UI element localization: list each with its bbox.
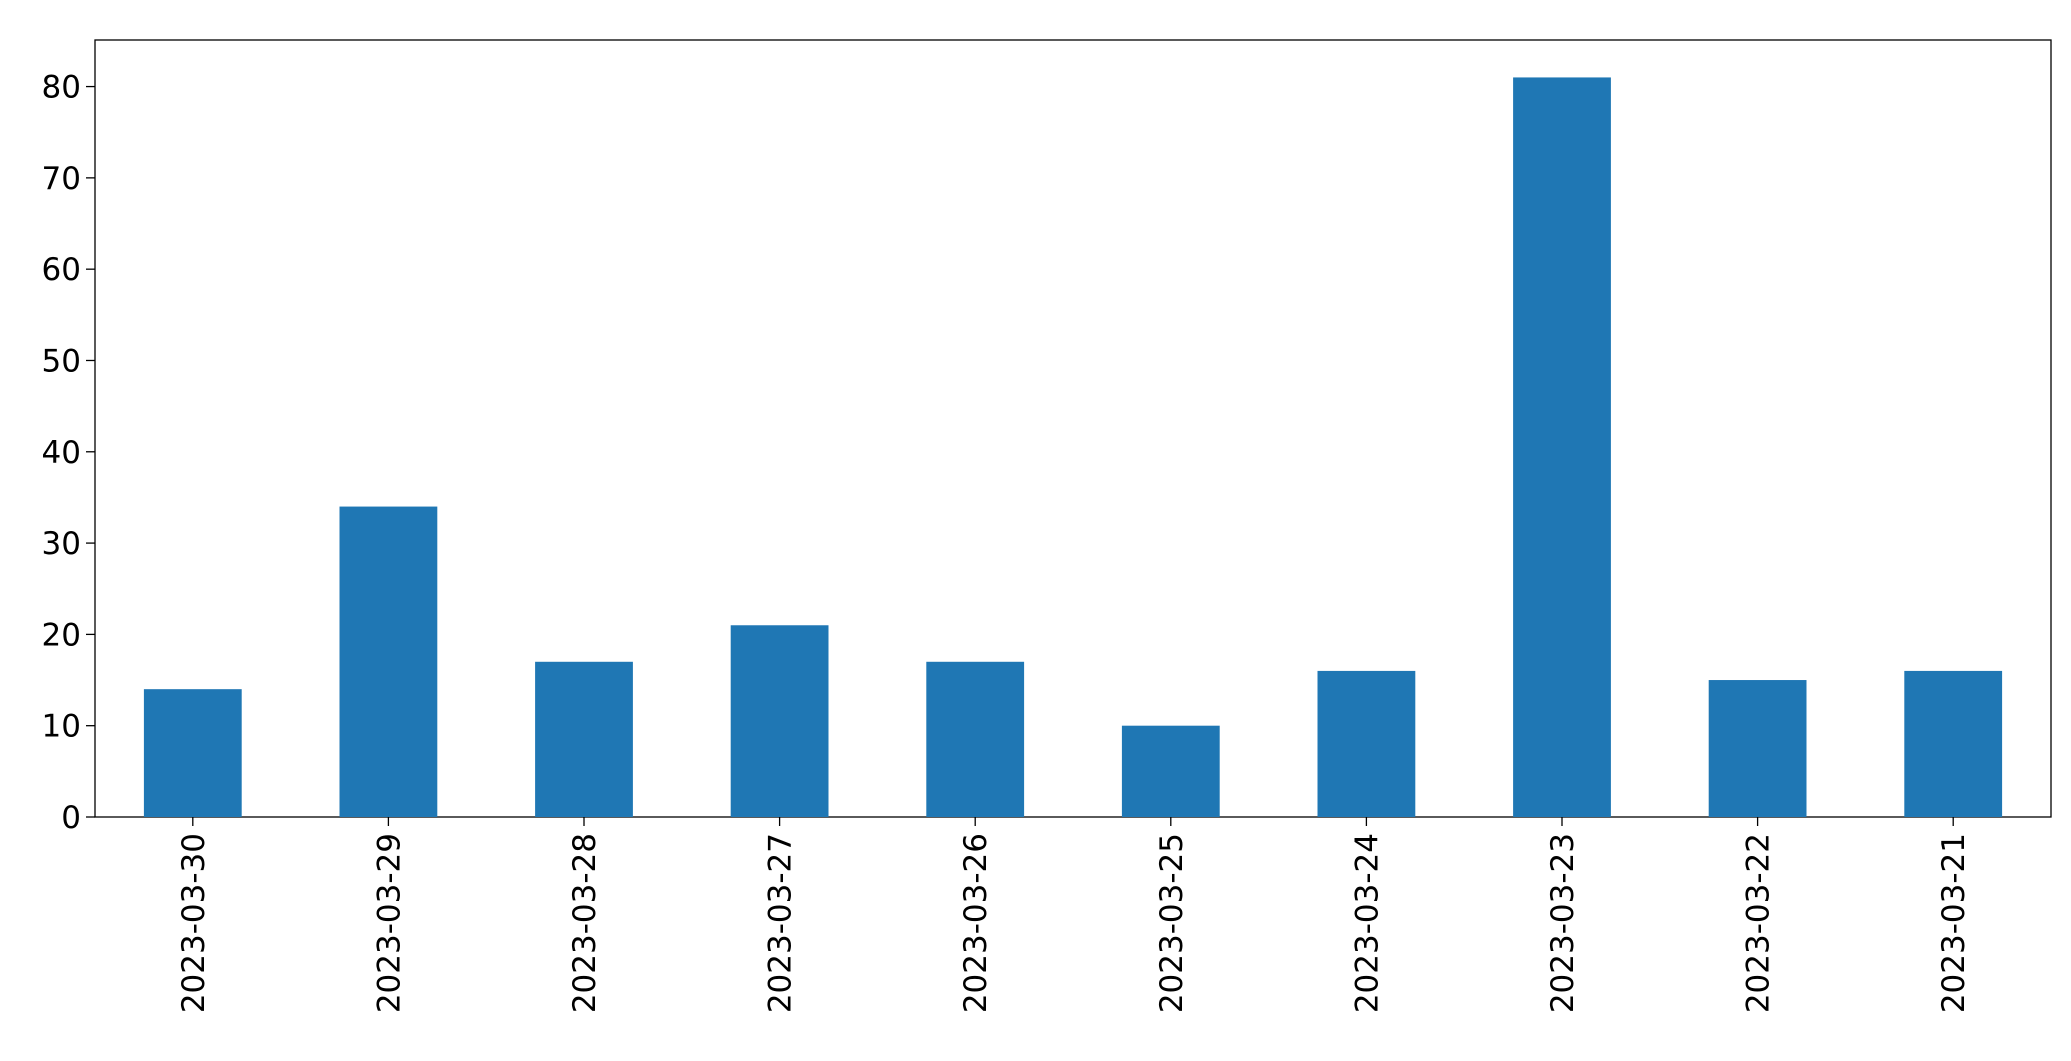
x-tick-label: 2023-03-23 [1545,833,1581,1013]
y-tick-label: 0 [61,800,81,836]
y-tick-label: 40 [42,435,81,471]
bar [1121,725,1220,817]
x-tick-label: 2023-03-28 [567,833,603,1013]
bar [143,689,242,817]
bar [339,506,438,817]
x-tick-label: 2023-03-30 [176,833,212,1013]
x-tick-label: 2023-03-22 [1741,833,1777,1013]
bar [1317,670,1416,817]
y-tick-label: 60 [42,252,81,288]
x-tick-label: 2023-03-29 [371,833,407,1013]
x-tick-label: 2023-03-27 [763,833,799,1013]
plot-frame [94,39,2052,818]
bar [730,625,829,817]
x-tick-label: 2023-03-26 [958,833,994,1013]
x-tick-label: 2023-03-25 [1154,833,1190,1013]
bar [535,661,633,817]
y-tick-label: 10 [42,709,81,745]
x-tick-label: 2023-03-21 [1936,833,1972,1013]
y-tick-label: 80 [42,70,81,106]
y-tick-label: 20 [42,617,81,653]
bar [926,661,1025,817]
bar [1904,670,2003,817]
bar [1708,680,1807,817]
y-tick-label: 70 [42,161,81,197]
y-tick-label: 30 [42,526,81,562]
x-tick-label: 2023-03-24 [1349,833,1385,1013]
y-tick-label: 50 [42,343,81,379]
bar [1513,77,1611,817]
